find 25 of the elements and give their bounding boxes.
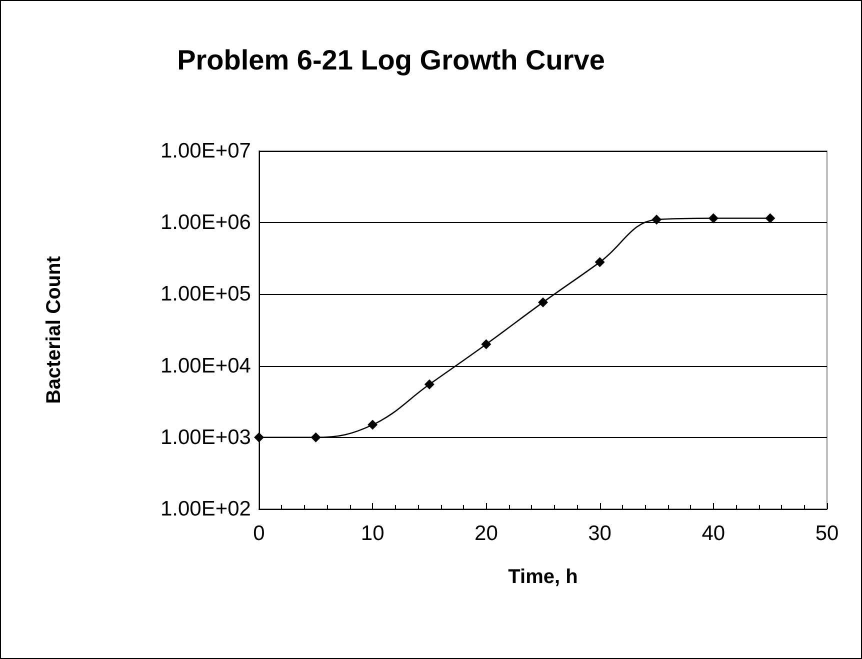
point [368,420,378,430]
y-tick-label: 1.00E+06 [160,211,251,234]
point [481,339,492,350]
x-tick-label: 10 [360,522,384,545]
y-tick-label: 1.00E+04 [160,354,252,378]
chart-title: Problem 6-21 Log Growth Curve [177,44,605,76]
point [765,213,776,224]
x-tick-label: 50 [815,522,839,545]
point [652,214,662,225]
point [538,297,548,308]
point [594,257,605,268]
x-tick-label: 0 [253,522,265,545]
point [254,432,264,442]
y-tick-label: 1.00E+03 [160,426,251,449]
x-tick-label: 40 [702,522,726,545]
point [310,432,321,442]
y-tick-label: 1.00E+02 [160,498,251,520]
y-axis-title: Bacterial Count [43,256,65,404]
y-tick-label: 1.00E+07 [160,140,251,162]
y-tick-label: 1.00E+05 [160,282,251,306]
x-tick-label: 30 [588,522,612,545]
point [424,379,434,390]
point [708,213,718,224]
x-tick-label: 20 [474,522,498,545]
x-axis-title: Time, h [508,566,578,588]
